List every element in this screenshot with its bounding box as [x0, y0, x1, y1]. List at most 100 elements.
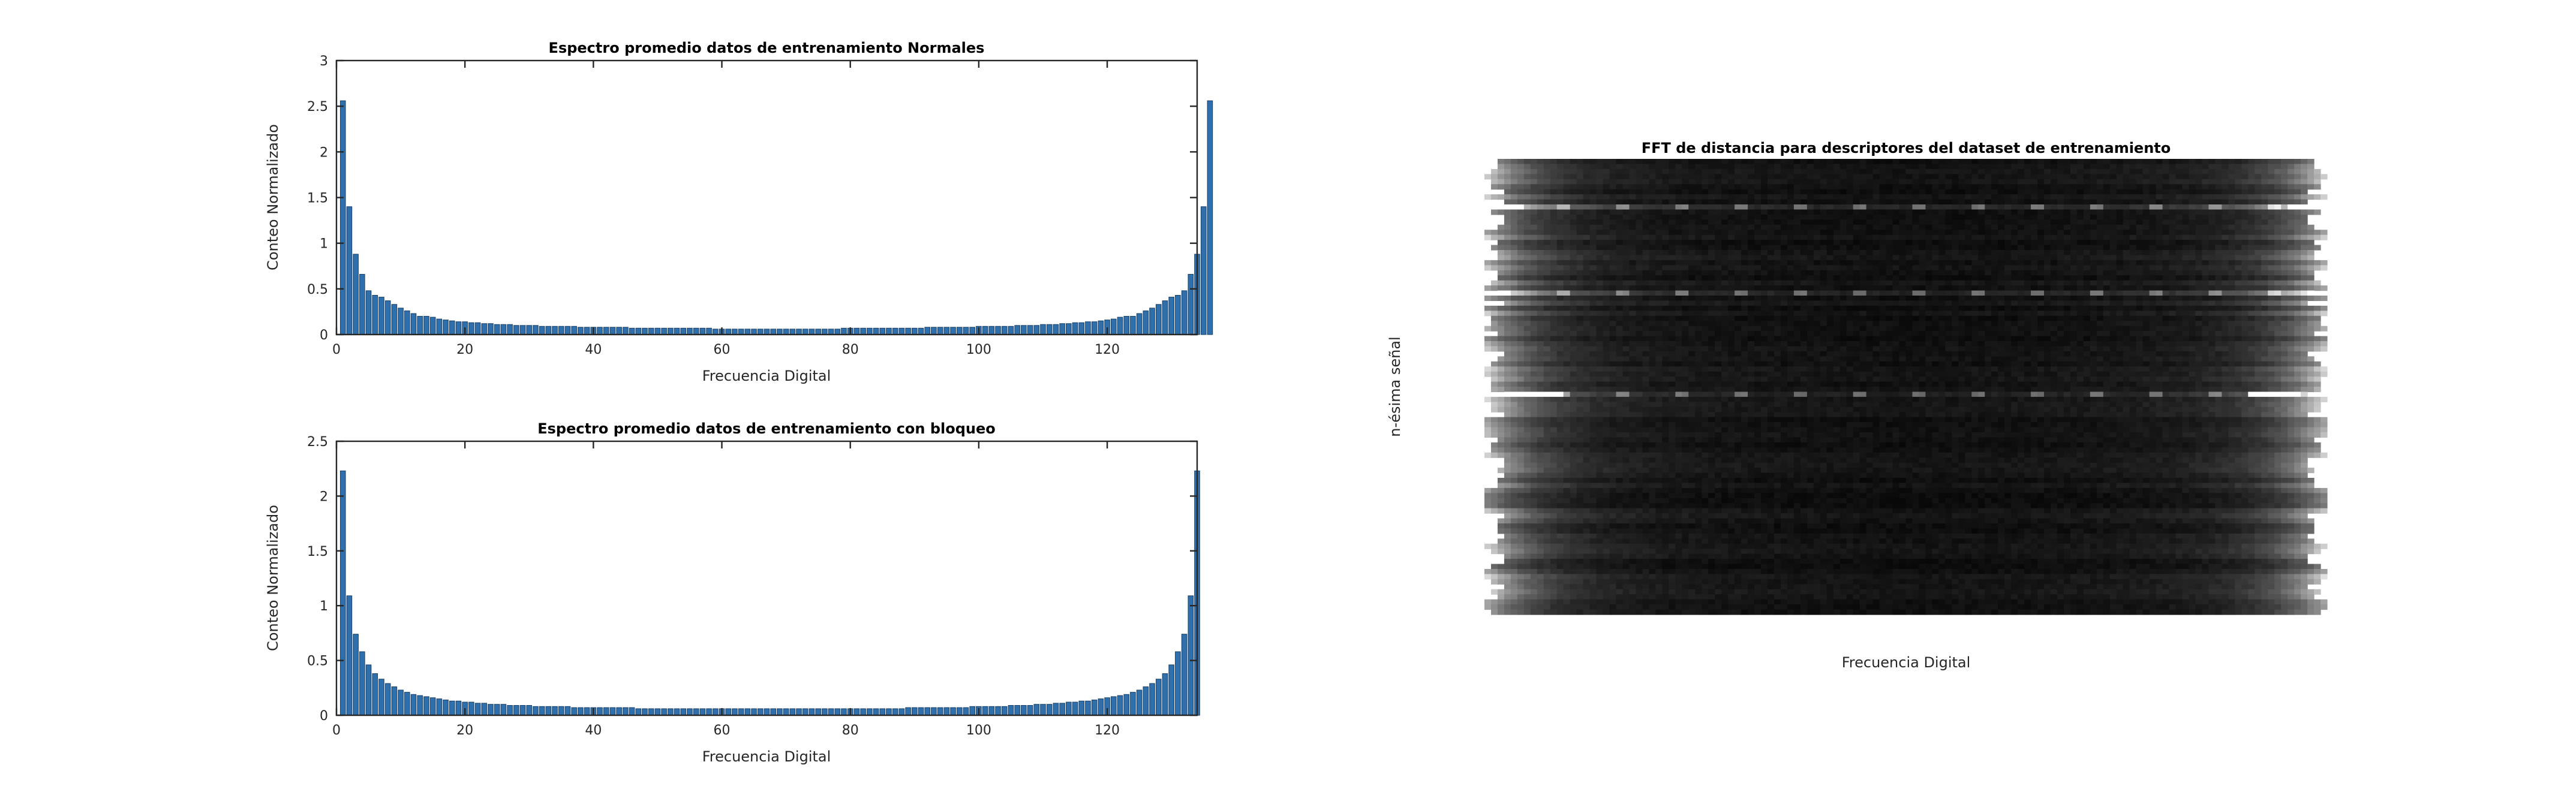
- heatmap-cell: [1642, 280, 1650, 286]
- heatmap-cell: [1912, 159, 1920, 165]
- heatmap-cell: [1642, 265, 1650, 271]
- heatmap-cell: [1899, 275, 1907, 281]
- heatmap-cell: [2169, 159, 2177, 165]
- heatmap-cell: [1787, 336, 1795, 342]
- heatmap-cell: [1839, 300, 1847, 306]
- heatmap-cell: [2044, 214, 2051, 220]
- heatmap-cell: [1932, 315, 1939, 321]
- heatmap-cell: [1504, 290, 1511, 296]
- heatmap-cell: [1596, 290, 1604, 296]
- heatmap-cell: [2307, 255, 2315, 261]
- heatmap-cell: [1952, 174, 1959, 180]
- heatmap-cell: [1609, 255, 1617, 261]
- heatmap-cell: [1800, 315, 1808, 321]
- heatmap-cell: [1649, 285, 1656, 291]
- heatmap-cell: [1629, 296, 1637, 302]
- heatmap-cell: [2096, 189, 2104, 195]
- heatmap-cell: [1655, 189, 1663, 195]
- heatmap-cell: [2208, 159, 2216, 165]
- heatmap-cell: [1695, 300, 1702, 306]
- heatmap-cell: [2149, 189, 2157, 195]
- heatmap-cell: [1504, 255, 1511, 261]
- heatmap-cell: [2294, 214, 2301, 220]
- heatmap-cell: [2202, 219, 2210, 225]
- heatmap-cell: [1589, 265, 1597, 271]
- heatmap-cell: [2288, 204, 2295, 210]
- bar: [738, 708, 744, 716]
- heatmap-cell: [1886, 159, 1893, 165]
- heatmap-cell: [1813, 214, 1821, 220]
- heatmap-cell: [1576, 168, 1584, 174]
- heatmap-cell: [2162, 194, 2170, 200]
- heatmap-cell: [1517, 184, 1525, 190]
- bar: [533, 706, 539, 716]
- heatmap-cell: [2222, 189, 2229, 195]
- heatmap-cell: [1932, 189, 1939, 195]
- heatmap-cell: [1971, 245, 1979, 251]
- heatmap-cell: [1642, 164, 1650, 170]
- heatmap-cell: [1570, 275, 1577, 281]
- heatmap-cell: [2070, 260, 2078, 266]
- bar: [783, 329, 789, 335]
- heatmap-cell: [2235, 168, 2242, 174]
- heatmap-cell: [2129, 305, 2137, 311]
- heatmap-cell: [2169, 209, 2177, 215]
- heatmap-cell: [1826, 224, 1834, 230]
- heatmap-cell: [1748, 305, 1755, 311]
- heatmap-cell: [1669, 164, 1676, 170]
- heatmap-cell: [1649, 275, 1656, 281]
- heatmap-cell: [2156, 230, 2163, 236]
- heatmap-cell: [2090, 168, 2097, 174]
- heatmap-cell: [2024, 290, 2031, 296]
- heatmap-cell: [2037, 199, 2045, 205]
- heatmap-cell: [1543, 300, 1551, 306]
- heatmap-cell: [2090, 174, 2097, 180]
- heatmap-cell: [1925, 240, 1933, 246]
- y-tick-label: 1.5: [307, 191, 328, 206]
- heatmap-cell: [1998, 290, 2005, 296]
- heatmap-cell: [1886, 245, 1893, 251]
- heatmap-cell: [1497, 204, 1505, 210]
- heatmap-cell: [1912, 290, 1920, 296]
- heatmap-cell: [1622, 300, 1630, 306]
- heatmap-cell: [1721, 240, 1729, 246]
- heatmap-cell: [1603, 326, 1610, 332]
- heatmap-cell: [1912, 311, 1920, 317]
- heatmap-cell: [2294, 240, 2301, 246]
- heatmap-cell: [1708, 159, 1715, 165]
- heatmap-cell: [1853, 280, 1860, 286]
- heatmap-cell: [2294, 305, 2301, 311]
- heatmap-cell: [1925, 164, 1933, 170]
- heatmap-cell: [2274, 331, 2282, 337]
- heatmap-cell: [1655, 194, 1663, 200]
- heatmap-cell: [1780, 240, 1788, 246]
- heatmap-cell: [1570, 336, 1577, 342]
- heatmap-cell: [2162, 189, 2170, 195]
- bar: [995, 706, 1001, 716]
- heatmap-cell: [2136, 265, 2144, 271]
- heatmap-cell: [2241, 326, 2249, 332]
- heatmap-cell: [1728, 300, 1735, 306]
- heatmap-cell: [1800, 204, 1808, 210]
- heatmap-cell: [2011, 321, 2018, 327]
- heatmap-cell: [2031, 275, 2038, 281]
- heatmap-cell: [1958, 285, 1965, 291]
- heatmap-cell: [2103, 179, 2111, 185]
- heatmap-cell: [2050, 280, 2058, 286]
- heatmap-cell: [1596, 240, 1604, 246]
- heatmap-cell: [1735, 164, 1742, 170]
- heatmap-cell: [2261, 290, 2268, 296]
- heatmap-cell: [1563, 326, 1571, 332]
- heatmap-cell: [1787, 265, 1795, 271]
- heatmap-cell: [2024, 214, 2031, 220]
- heatmap-cell: [1543, 255, 1551, 261]
- heatmap-cell: [1985, 174, 1992, 180]
- y-tick-label: 1: [320, 599, 328, 614]
- heatmap-cell: [2011, 209, 2018, 215]
- heatmap-cell: [2011, 234, 2018, 240]
- heatmap-cell: [2301, 296, 2308, 302]
- bar: [713, 708, 719, 716]
- heatmap-cell: [1537, 245, 1544, 251]
- heatmap-cell: [2301, 305, 2308, 311]
- heatmap-cell: [1570, 189, 1577, 195]
